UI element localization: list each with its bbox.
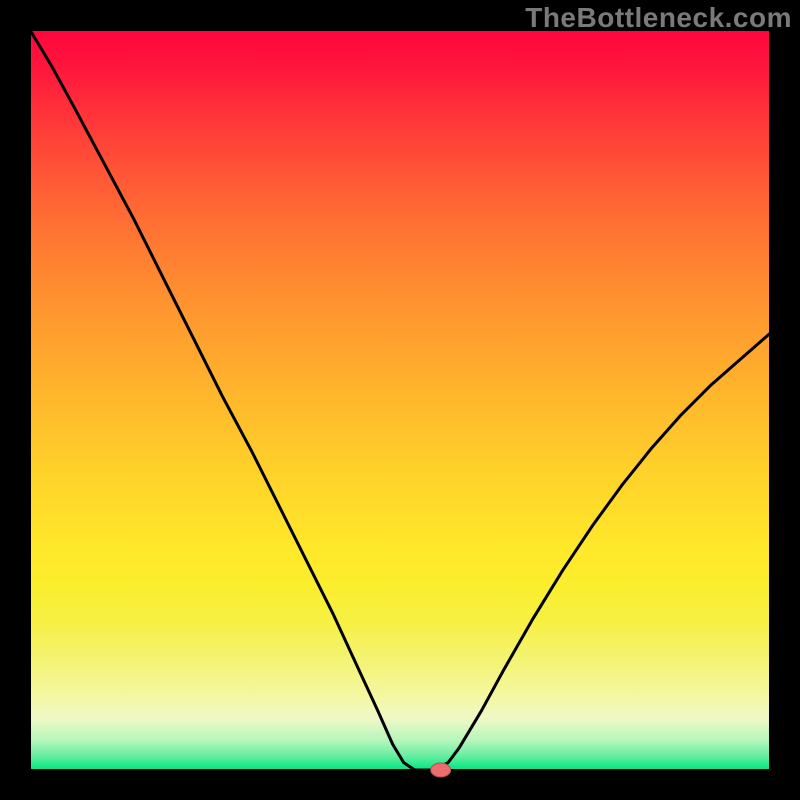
watermark-label: TheBottleneck.com (525, 2, 792, 34)
minimum-marker (431, 763, 451, 777)
bottleneck-chart (0, 0, 800, 800)
plot-background (30, 30, 770, 770)
chart-container: TheBottleneck.com (0, 0, 800, 800)
